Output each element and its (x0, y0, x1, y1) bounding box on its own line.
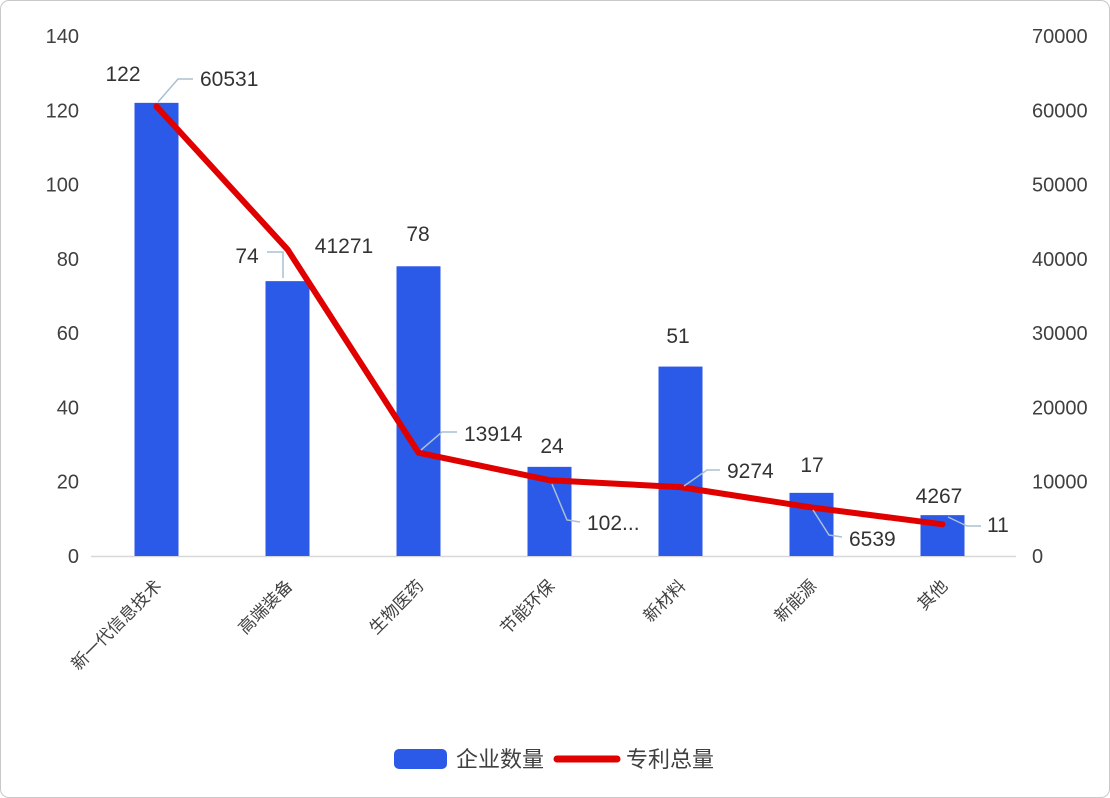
y-axis-tick-right: 30000 (1032, 323, 1088, 345)
line-data-label: 9274 (727, 460, 774, 483)
bar-3[interactable] (396, 266, 441, 556)
y-axis-tick-left: 120 (46, 100, 79, 122)
x-axis-category-label: 生物医药 (366, 576, 428, 638)
line-label-leader-line (812, 509, 843, 538)
line-label-leader-line (420, 431, 457, 451)
bar-data-label: 24 (540, 435, 564, 458)
line-label-leader-line (551, 483, 581, 523)
y-axis-tick-left: 100 (46, 175, 79, 197)
line-data-label: 102... (587, 512, 640, 535)
legend-bar-swatch[interactable] (394, 749, 447, 769)
y-axis-tick-right: 0 (1032, 546, 1043, 568)
line-data-label: 13914 (464, 423, 523, 446)
bar-1[interactable] (134, 102, 179, 556)
x-axis-category-label: 新能源 (771, 576, 820, 625)
bar-data-label: 74 (235, 245, 259, 268)
y-axis-tick-right: 20000 (1032, 397, 1088, 419)
y-axis-tick-left: 140 (46, 26, 79, 48)
y-axis-tick-left: 40 (57, 397, 79, 419)
bar-data-label: 17 (800, 454, 823, 477)
y-axis-tick-right: 40000 (1032, 249, 1088, 271)
y-axis-tick-right: 60000 (1032, 100, 1088, 122)
line-data-label: 41271 (315, 235, 373, 258)
x-axis-category-label: 新材料 (640, 576, 689, 625)
x-axis-category-label: 节能环保 (497, 576, 559, 638)
line-data-label: 4267 (916, 485, 963, 508)
y-axis-tick-left: 80 (57, 249, 79, 271)
bar-data-label: 78 (406, 223, 429, 246)
bar-2[interactable] (265, 281, 310, 556)
x-axis-category-label: 其他 (914, 576, 951, 613)
y-axis-tick-left: 20 (57, 472, 79, 494)
bar-data-label: 11 (987, 514, 1009, 537)
x-axis-category-label: 高端装备 (235, 576, 297, 638)
bar-data-label: 51 (666, 325, 689, 348)
line-data-label: 60531 (200, 68, 258, 91)
line-label-leader-line (683, 469, 720, 487)
legend-label-line-series[interactable]: 专利总量 (626, 747, 714, 772)
bar-data-label: 122 (105, 63, 140, 86)
bar-5[interactable] (658, 366, 703, 556)
y-axis-tick-right: 50000 (1032, 175, 1088, 197)
y-axis-tick-left: 0 (68, 546, 79, 568)
bar-label-leader-line (267, 251, 284, 278)
y-axis-tick-left: 60 (57, 323, 79, 345)
y-axis-tick-right: 70000 (1032, 26, 1088, 48)
y-axis-tick-right: 10000 (1032, 472, 1088, 494)
line-label-leader-line (157, 78, 193, 103)
legend-label-bar-series[interactable]: 企业数量 (456, 747, 544, 772)
x-axis-category-label: 新一代信息技术 (68, 576, 166, 674)
line-series[interactable] (153, 103, 946, 528)
line-data-label: 6539 (849, 528, 896, 551)
bar-label-leader-line (947, 516, 981, 527)
